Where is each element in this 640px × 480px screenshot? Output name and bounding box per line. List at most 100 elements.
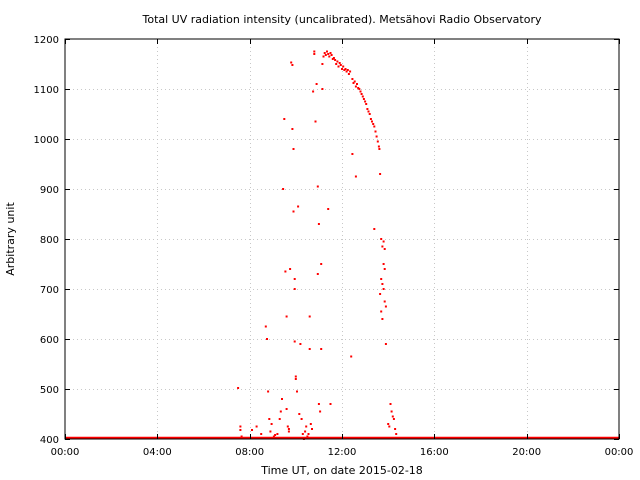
x-tick-label: 04:00 — [143, 447, 172, 458]
data-point — [374, 130, 377, 133]
data-point — [267, 390, 270, 393]
data-point — [360, 93, 363, 95]
data-point — [359, 90, 362, 93]
data-point — [240, 435, 243, 438]
data-point — [281, 398, 283, 400]
data-point — [380, 310, 383, 313]
data-point — [286, 425, 289, 428]
data-point — [278, 418, 281, 420]
data-point — [329, 52, 332, 54]
data-point — [311, 428, 313, 430]
data-point — [395, 433, 398, 435]
data-point — [299, 343, 302, 345]
data-point — [239, 425, 242, 428]
data-point — [298, 413, 301, 415]
data-point — [387, 423, 390, 425]
data-point — [342, 65, 345, 68]
data-point — [372, 123, 375, 125]
data-point — [313, 53, 316, 55]
data-point — [274, 434, 277, 436]
y-tick-label: 700 — [40, 285, 59, 296]
x-tick-label: 16:00 — [420, 447, 449, 458]
data-point — [338, 62, 341, 64]
data-point — [381, 245, 384, 248]
data-point — [292, 148, 295, 150]
data-point — [291, 128, 294, 130]
y-tick-label: 800 — [40, 235, 59, 246]
data-point — [285, 408, 288, 410]
data-point — [367, 110, 370, 113]
data-point — [373, 228, 376, 230]
data-point — [260, 433, 263, 435]
data-point — [287, 428, 290, 430]
grid — [65, 39, 619, 439]
data-point — [282, 188, 285, 190]
data-point — [391, 415, 394, 418]
data-point — [373, 125, 376, 128]
data-point — [366, 108, 369, 110]
data-point — [362, 98, 365, 100]
y-tick-label: 1100 — [34, 85, 59, 96]
data-point — [354, 175, 357, 178]
data-point — [383, 248, 386, 250]
data-point — [343, 69, 346, 71]
data-point — [307, 433, 310, 435]
data-point — [384, 305, 387, 308]
data-point — [264, 325, 267, 328]
y-tick-label: 600 — [40, 335, 59, 346]
data-point — [283, 118, 286, 120]
data-point — [293, 288, 296, 290]
data-point — [392, 418, 395, 420]
y-tick-label: 1000 — [34, 135, 59, 146]
data-point — [266, 338, 268, 340]
data-point — [375, 135, 378, 138]
data-points — [237, 50, 398, 440]
data-point — [371, 120, 373, 123]
data-point — [305, 425, 308, 428]
data-point — [287, 430, 290, 433]
data-point — [292, 210, 295, 213]
data-point — [383, 300, 386, 303]
x-tick-labels: 00:00 04:00 08:00 12:00 16:00 20:00 00:00 — [51, 447, 634, 458]
data-point — [390, 410, 393, 413]
data-point — [328, 55, 331, 58]
data-point — [306, 435, 309, 438]
data-point — [331, 58, 334, 60]
data-point — [294, 375, 297, 378]
x-tick-label: 08:00 — [235, 447, 264, 458]
data-point — [297, 205, 300, 208]
data-point — [314, 120, 317, 123]
data-point — [381, 283, 384, 285]
data-point — [384, 343, 387, 345]
data-point — [344, 68, 347, 70]
axis-ticks — [65, 39, 620, 440]
data-point — [251, 429, 253, 431]
data-point — [276, 433, 279, 435]
data-point — [293, 278, 296, 280]
data-point — [294, 378, 297, 380]
data-point — [301, 433, 304, 435]
data-point — [268, 418, 271, 420]
data-point — [382, 240, 385, 243]
data-point — [351, 153, 354, 155]
data-point — [337, 65, 340, 68]
data-point — [327, 208, 330, 210]
data-point — [321, 63, 324, 65]
x-tick-label: 12:00 — [328, 447, 357, 458]
data-point — [347, 73, 350, 75]
data-point — [353, 80, 356, 83]
data-point — [272, 435, 275, 438]
data-point — [352, 82, 355, 84]
x-tick-label: 20:00 — [512, 447, 541, 458]
data-point — [269, 430, 272, 433]
data-point — [315, 83, 318, 85]
data-point — [316, 273, 319, 275]
data-point — [389, 403, 392, 405]
data-point — [335, 63, 338, 65]
chart-title: Total UV radiation intensity (uncalibrat… — [142, 13, 542, 26]
data-point — [322, 55, 325, 58]
data-point — [279, 410, 282, 413]
data-point — [317, 223, 320, 225]
y-axis-label: Arbitrary unit — [4, 202, 17, 276]
data-point — [379, 173, 382, 175]
